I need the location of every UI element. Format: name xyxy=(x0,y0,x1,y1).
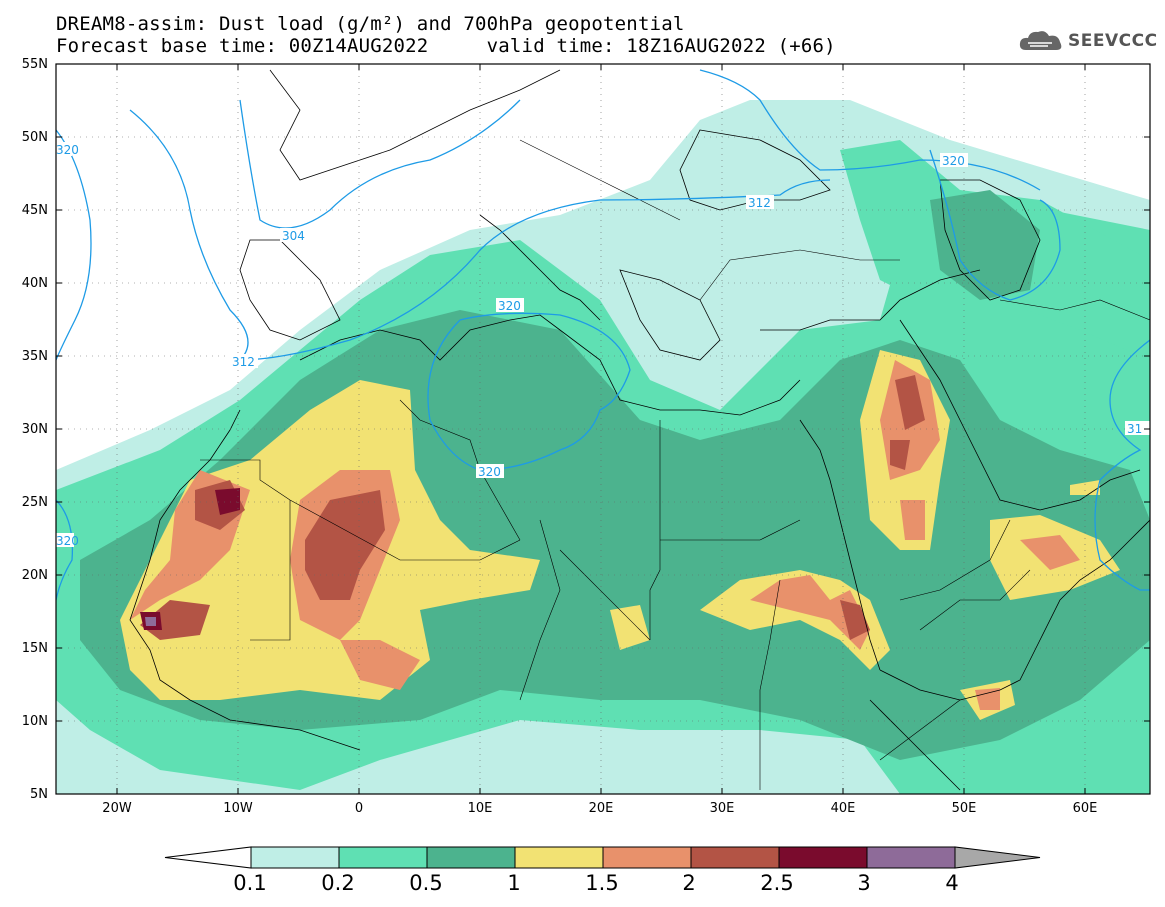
dust-level-0.5-caspian xyxy=(930,190,1040,300)
colorbar-tick-label: 2 xyxy=(682,871,696,895)
contour-label: 320 xyxy=(56,534,79,548)
lon-label: 20E xyxy=(588,801,614,816)
lat-label: 30N xyxy=(21,422,48,437)
contour-label: 31 xyxy=(1127,422,1142,436)
lon-label: 30E xyxy=(709,801,735,816)
title-line-1: DREAM8-assim: Dust load (g/m²) and 700hP… xyxy=(56,13,685,35)
contour-label: 320 xyxy=(942,154,965,168)
colorbar-tick-label: 3 xyxy=(857,871,871,895)
axis-ticks xyxy=(56,64,1150,794)
lat-label: 5N xyxy=(30,787,48,802)
lat-label: 40N xyxy=(21,276,48,291)
colorbar-under-triangle xyxy=(164,846,252,869)
contour-labels: 320 304 312 312 320 320 320 31 320 xyxy=(54,142,1150,548)
colorbar-over-triangle xyxy=(954,846,1041,869)
lon-label: 10W xyxy=(223,801,253,816)
colorbar-swatch xyxy=(602,846,692,869)
colorbar-tick-label: 1 xyxy=(507,871,521,895)
lon-label: 60E xyxy=(1072,801,1098,816)
colorbar xyxy=(164,846,1041,869)
cloud-icon xyxy=(1019,31,1062,50)
contour-label: 304 xyxy=(282,229,305,243)
lat-label: 25N xyxy=(21,495,48,510)
lat-label: 20N xyxy=(21,568,48,583)
colorbar-tick-label: 0.1 xyxy=(233,871,267,895)
lon-label: 50E xyxy=(951,801,977,816)
geopotential-contours xyxy=(56,69,1150,601)
country-borders xyxy=(200,139,1150,790)
colorbar-tick-label: 2.5 xyxy=(760,871,794,895)
lat-label: 15N xyxy=(21,641,48,656)
dust-level-2 xyxy=(140,480,385,640)
lon-label: 20W xyxy=(102,801,132,816)
lat-label: 55N xyxy=(21,57,48,72)
coastlines xyxy=(129,69,1150,791)
colorbar-tick-label: 0.5 xyxy=(409,871,443,895)
seevccc-logo: SEEVCCC xyxy=(1018,28,1158,54)
colorbar-tick-label: 1.5 xyxy=(585,871,619,895)
logo-text: SEEVCCC xyxy=(1068,31,1158,51)
lat-label: 50N xyxy=(21,130,48,145)
title-line-2: Forecast base time: 00Z14AUG2022 valid t… xyxy=(56,35,836,57)
dust-level-3 xyxy=(145,617,156,626)
dust-level-1.5-arabia xyxy=(880,360,940,540)
colorbar-swatch xyxy=(426,846,516,869)
colorbar-tick-label: 0.2 xyxy=(321,871,355,895)
colorbar-swatch xyxy=(514,846,604,869)
dust-level-2-arabia xyxy=(840,375,925,640)
lon-label: 10E xyxy=(467,801,493,816)
colorbar-swatch xyxy=(778,846,868,869)
contour-label: 320 xyxy=(498,299,521,313)
contour-label: 320 xyxy=(478,465,501,479)
contour-label: 312 xyxy=(232,355,255,369)
lat-label: 35N xyxy=(21,349,48,364)
dust-level-1.5-sudan xyxy=(750,535,1080,710)
dust-fill-layers xyxy=(56,100,1150,794)
colorbar-swatch xyxy=(250,846,340,869)
colorbar-swatch xyxy=(338,846,428,869)
lon-label: 0 xyxy=(354,801,364,816)
lon-label: 40E xyxy=(830,801,856,816)
colorbar-swatch xyxy=(866,846,956,869)
colorbar-swatch xyxy=(690,846,780,869)
contour-label: 320 xyxy=(56,143,79,157)
graticule xyxy=(56,64,1150,794)
contour-label: 312 xyxy=(748,196,771,210)
lat-label: 10N xyxy=(21,714,48,729)
lat-label: 45N xyxy=(21,203,48,218)
colorbar-tick-label: 4 xyxy=(945,871,959,895)
